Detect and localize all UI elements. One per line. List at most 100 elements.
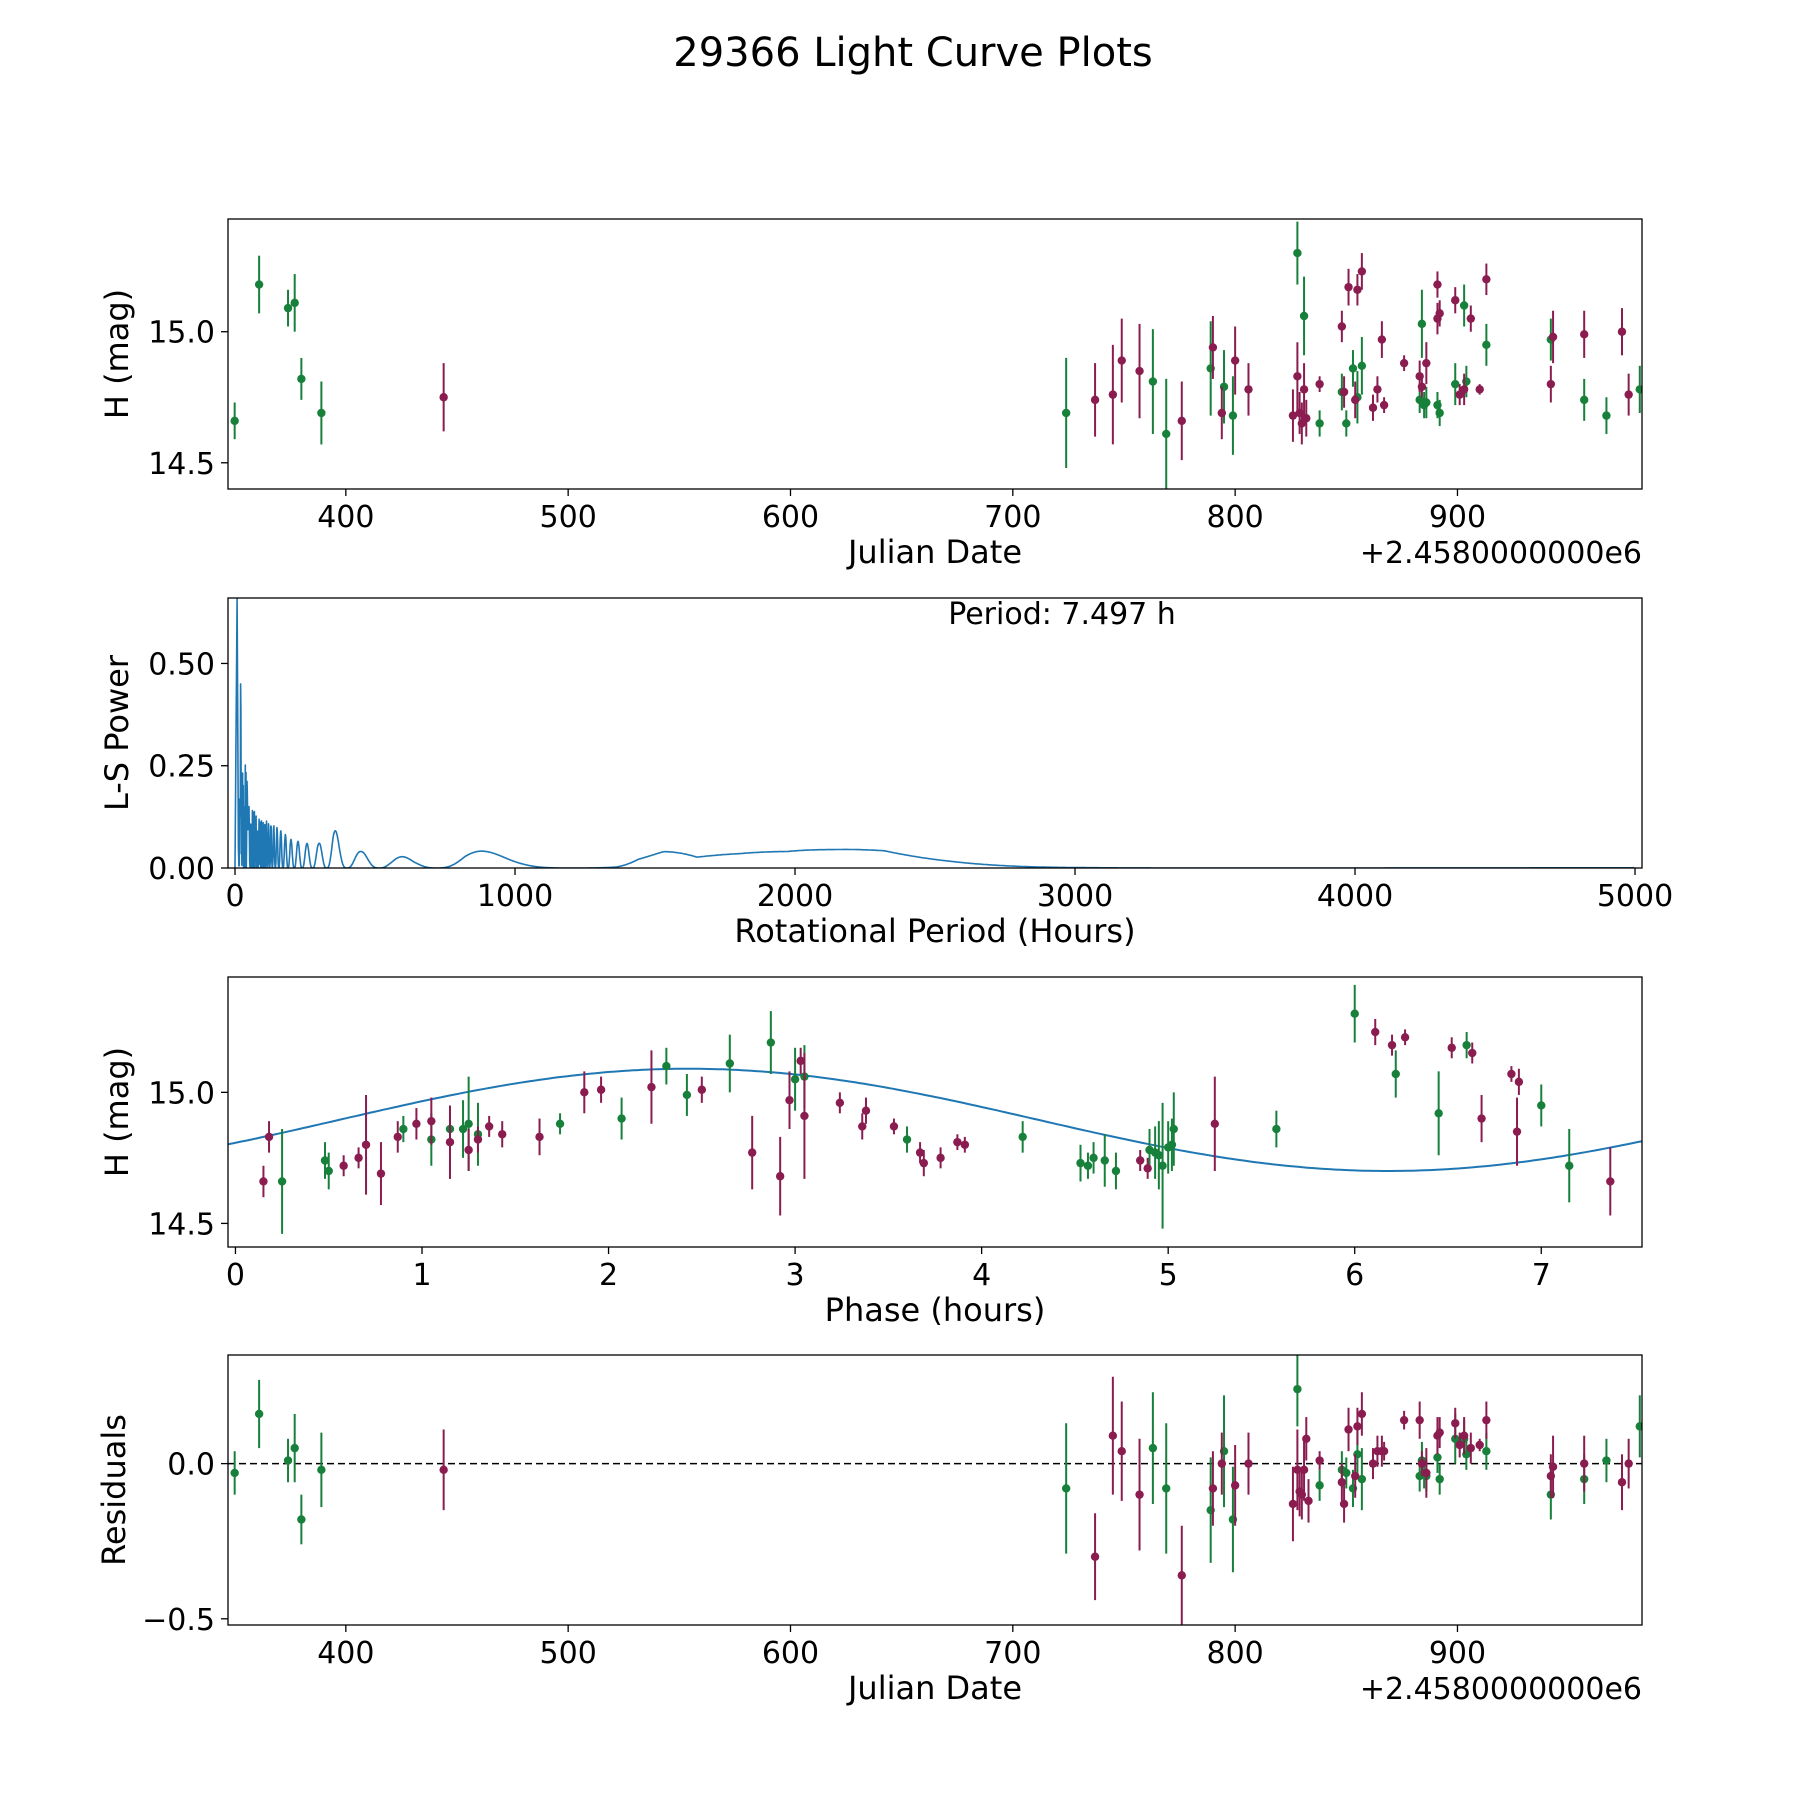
light-curve-data-point bbox=[1417, 382, 1427, 391]
light-curve-data-point bbox=[1422, 358, 1431, 368]
light-curve-data-point bbox=[1135, 366, 1144, 376]
light-curve-ytick-label: 14.5 bbox=[148, 447, 215, 482]
light-curve-data-point bbox=[1451, 379, 1460, 389]
light-curve-data-point bbox=[1117, 356, 1126, 365]
periodogram-marks bbox=[234, 598, 1634, 868]
phased-curve-data-point bbox=[464, 1145, 473, 1155]
light-curve-data-point bbox=[1315, 379, 1324, 389]
light-curve-xlabel: Julian Date bbox=[846, 533, 1022, 571]
phased-curve-data-point bbox=[861, 1106, 871, 1115]
periodogram-xtick-label: 0 bbox=[225, 879, 244, 914]
phased-curve-data-point bbox=[1089, 1153, 1098, 1163]
residuals-data-point bbox=[1108, 1431, 1118, 1440]
light-curve-data-point bbox=[1302, 414, 1311, 423]
residuals-data-point bbox=[439, 1465, 448, 1475]
residuals-xtick-label: 800 bbox=[1207, 1636, 1264, 1671]
light-curve-data-point bbox=[1482, 340, 1491, 350]
phased-curve-data-point bbox=[697, 1085, 707, 1094]
light-curve-data-point bbox=[1353, 285, 1362, 294]
light-curve-data-point bbox=[1357, 267, 1367, 276]
light-curve-data-point bbox=[1177, 416, 1186, 426]
residuals-data-point bbox=[1339, 1499, 1349, 1509]
phased-curve-data-point bbox=[361, 1140, 371, 1149]
light-curve-frame bbox=[227, 218, 1643, 490]
residuals-data-point bbox=[1422, 1468, 1431, 1478]
light-curve-data-point bbox=[1108, 390, 1118, 399]
light-curve-data-point bbox=[1339, 387, 1349, 397]
residuals-data-point bbox=[1357, 1409, 1367, 1419]
residuals-data-point bbox=[1379, 1447, 1389, 1456]
phased-curve-data-point bbox=[1606, 1177, 1615, 1186]
residuals-xtick-label: 500 bbox=[540, 1636, 597, 1671]
residuals-xlabel: Julian Date bbox=[846, 1669, 1022, 1707]
light-curve-xtick-label: 900 bbox=[1429, 500, 1486, 535]
light-curve-data-point bbox=[1293, 248, 1302, 258]
residuals-data-point bbox=[1482, 1415, 1491, 1425]
light-curve-panel: 400 500 600 700 800 900 14.5 15.0 Julian Date +… bbox=[98, 218, 1643, 571]
phased-curve-data-point bbox=[1083, 1161, 1093, 1170]
phased-curve-data-point bbox=[1434, 1109, 1443, 1118]
phased-curve-xtick-label: 7 bbox=[1532, 1258, 1551, 1293]
residuals-data-point bbox=[1435, 1474, 1444, 1484]
light-curve-data-point bbox=[1433, 280, 1442, 289]
residuals-data-point bbox=[1482, 1447, 1491, 1456]
phased-curve-data-point bbox=[1111, 1166, 1121, 1176]
phased-curve-data-point bbox=[555, 1119, 565, 1128]
periodogram-xlabel: Rotational Period (Hours) bbox=[734, 912, 1135, 950]
phased-curve-data-point bbox=[498, 1130, 507, 1139]
residuals-data-point bbox=[1617, 1478, 1627, 1487]
residuals-data-point bbox=[1061, 1484, 1071, 1493]
phased-curve-data-point bbox=[399, 1124, 408, 1134]
light-curve-data-point bbox=[1466, 314, 1476, 323]
residuals-x-offset: +2.4580000000e6 bbox=[1360, 1672, 1642, 1707]
residuals-data-point bbox=[1353, 1422, 1362, 1431]
phased-curve-data-point bbox=[427, 1116, 436, 1126]
light-curve-data-point bbox=[1624, 390, 1633, 399]
light-curve-data-point bbox=[1230, 356, 1240, 365]
light-curve-data-point bbox=[1579, 395, 1589, 405]
residuals-data-point bbox=[1244, 1459, 1253, 1468]
light-curve-data-point bbox=[1435, 309, 1444, 318]
phased-curve-data-point bbox=[1350, 1009, 1359, 1018]
light-curve-data-point bbox=[1379, 400, 1389, 410]
residuals-data-point bbox=[317, 1465, 326, 1475]
residuals-data-point bbox=[290, 1443, 299, 1453]
light-curve-data-point bbox=[1399, 358, 1409, 368]
phased-curve-data-point bbox=[535, 1132, 544, 1142]
phased-curve-data-point bbox=[915, 1148, 925, 1157]
residuals-data-point bbox=[1624, 1459, 1633, 1468]
light-curve-data-point bbox=[1344, 282, 1353, 292]
residuals-data-point bbox=[1435, 1428, 1444, 1437]
residuals-frame bbox=[227, 1354, 1643, 1626]
light-curve-data-point bbox=[439, 393, 448, 402]
periodogram-xtick-label: 4000 bbox=[1317, 879, 1393, 914]
light-curve-data-point bbox=[1337, 322, 1347, 331]
residuals-panel: 400 500 600 700 800 900 −0.5 0.0 Julian Date +2… bbox=[95, 1354, 1643, 1707]
residuals-data-point bbox=[1090, 1552, 1100, 1561]
phased-curve-data-point bbox=[790, 1075, 800, 1084]
periodogram-xtick-label: 3000 bbox=[1037, 879, 1113, 914]
residuals-data-point bbox=[1293, 1384, 1302, 1394]
residuals-data-point bbox=[1315, 1481, 1324, 1490]
phased-curve-data-point bbox=[1018, 1132, 1027, 1142]
phased-curve-data-point bbox=[1143, 1164, 1152, 1173]
residuals-data-point bbox=[1177, 1571, 1186, 1580]
light-curve-data-point bbox=[1451, 296, 1460, 305]
light-curve-data-point bbox=[1368, 403, 1378, 412]
phased-curve-data-point bbox=[376, 1169, 386, 1178]
residuals-xtick-label: 600 bbox=[762, 1636, 819, 1671]
phased-curve-data-point bbox=[800, 1111, 809, 1121]
phased-curve-data-point bbox=[725, 1059, 735, 1068]
phased-curve-data-point bbox=[835, 1098, 845, 1108]
phased-curve-marks bbox=[228, 984, 1642, 1234]
phased-curve-data-point bbox=[647, 1082, 656, 1092]
phased-curve-data-point bbox=[1076, 1158, 1085, 1168]
phased-curve-data-point bbox=[1100, 1156, 1109, 1165]
residuals-data-point bbox=[1635, 1422, 1642, 1431]
residuals-data-point bbox=[1602, 1456, 1611, 1465]
phased-curve-data-point bbox=[324, 1166, 333, 1176]
light-curve-data-point bbox=[283, 303, 293, 313]
light-curve-plot-area bbox=[230, 221, 1642, 489]
figure-title: 29366 Light Curve Plots bbox=[673, 30, 1152, 76]
